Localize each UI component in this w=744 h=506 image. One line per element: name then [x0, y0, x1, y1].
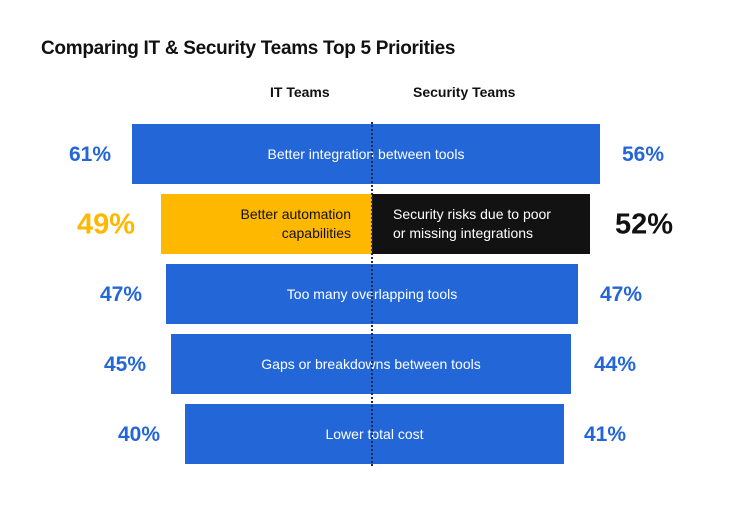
bar-label-line1: Better automation	[240, 206, 351, 222]
column-header-security-teams: Security Teams	[413, 84, 516, 100]
bar-label-line1: Security risks due to poor	[393, 206, 551, 222]
it-percent: 45%	[103, 353, 147, 376]
bar-label-line2: or missing integrations	[393, 225, 534, 241]
bar-better-integration: Better integration between tools	[132, 124, 600, 184]
it-percent: 49%	[76, 208, 136, 241]
column-header-it-teams: IT Teams	[270, 84, 330, 100]
bar-better-automation: Better automation capabilities	[161, 194, 372, 254]
bar-lower-total-cost: Lower total cost	[185, 404, 564, 464]
security-percent: 47%	[599, 283, 643, 306]
security-percent: 44%	[593, 353, 637, 376]
it-percent: 40%	[117, 423, 161, 446]
center-divider-line	[371, 122, 373, 466]
security-percent: 56%	[621, 143, 665, 166]
bar-label-line2: capabilities	[281, 225, 351, 241]
bar-label: Better integration between tools	[267, 146, 465, 162]
security-percent: 52%	[614, 208, 674, 241]
bar-security-risks: Security risks due to poor or missing in…	[372, 194, 590, 254]
it-percent: 61%	[68, 143, 112, 166]
bar-label: Lower total cost	[325, 426, 424, 442]
security-percent: 41%	[583, 423, 627, 446]
it-percent: 47%	[99, 283, 143, 306]
chart-title: Comparing IT & Security Teams Top 5 Prio…	[41, 38, 456, 59]
